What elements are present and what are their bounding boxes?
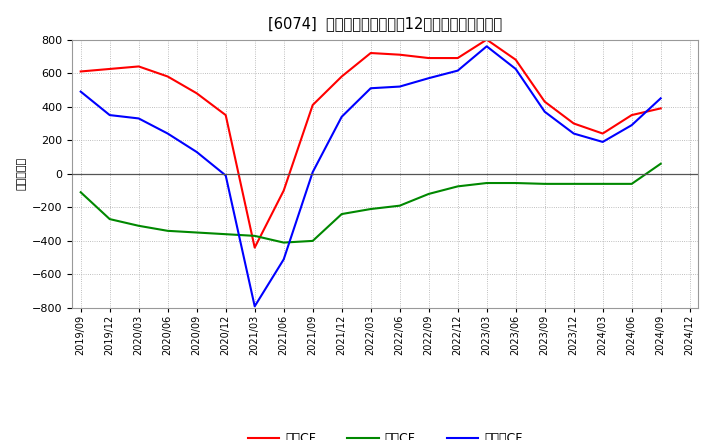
営業CF (105, 66, 114, 72)
投資CF (163, 228, 172, 234)
投資CF (105, 216, 114, 222)
営業CF (511, 57, 520, 62)
営業CF (192, 91, 201, 96)
投資CF (570, 181, 578, 187)
投資CF (366, 206, 375, 212)
投資CF (511, 180, 520, 186)
投資CF (627, 181, 636, 187)
営業CF (395, 52, 404, 57)
営業CF (598, 131, 607, 136)
営業CF (163, 74, 172, 79)
投資CF (279, 240, 288, 245)
投資CF (454, 184, 462, 189)
営業CF (135, 64, 143, 69)
営業CF (221, 113, 230, 118)
投資CF (338, 211, 346, 216)
フリーCF (163, 131, 172, 136)
投資CF (541, 181, 549, 187)
Y-axis label: （百万円）: （百万円） (17, 157, 26, 191)
フリーCF (221, 173, 230, 178)
フリーCF (338, 114, 346, 119)
営業CF (454, 55, 462, 61)
フリーCF (424, 76, 433, 81)
投資CF (657, 161, 665, 166)
Line: 営業CF: 営業CF (81, 40, 661, 248)
営業CF (76, 69, 85, 74)
フリーCF (657, 95, 665, 101)
営業CF (541, 99, 549, 104)
営業CF (251, 245, 259, 250)
営業CF (657, 106, 665, 111)
投資CF (598, 181, 607, 187)
フリーCF (279, 257, 288, 262)
投資CF (221, 231, 230, 237)
営業CF (338, 74, 346, 79)
投資CF (395, 203, 404, 208)
フリーCF (511, 66, 520, 72)
フリーCF (366, 86, 375, 91)
営業CF (570, 121, 578, 126)
営業CF (424, 55, 433, 61)
投資CF (424, 191, 433, 197)
Line: フリーCF: フリーCF (81, 46, 661, 306)
営業CF (279, 188, 288, 193)
投資CF (251, 233, 259, 238)
フリーCF (454, 68, 462, 73)
フリーCF (251, 304, 259, 309)
フリーCF (308, 169, 317, 175)
投資CF (308, 238, 317, 244)
営業CF (627, 113, 636, 118)
Line: 投資CF: 投資CF (81, 164, 661, 242)
営業CF (482, 37, 491, 42)
投資CF (482, 180, 491, 186)
投資CF (76, 190, 85, 195)
営業CF (308, 103, 317, 108)
フリーCF (76, 89, 85, 94)
フリーCF (105, 113, 114, 118)
フリーCF (570, 131, 578, 136)
フリーCF (135, 116, 143, 121)
営業CF (366, 50, 375, 55)
フリーCF (598, 139, 607, 145)
フリーCF (192, 149, 201, 154)
フリーCF (541, 109, 549, 114)
投資CF (135, 223, 143, 228)
フリーCF (395, 84, 404, 89)
Legend: 営業CF, 投資CF, フリーCF: 営業CF, 投資CF, フリーCF (243, 427, 528, 440)
フリーCF (482, 44, 491, 49)
投資CF (192, 230, 201, 235)
フリーCF (627, 122, 636, 128)
Title: [6074]  キャッシュフローの12か月移動合計の推移: [6074] キャッシュフローの12か月移動合計の推移 (268, 16, 503, 32)
